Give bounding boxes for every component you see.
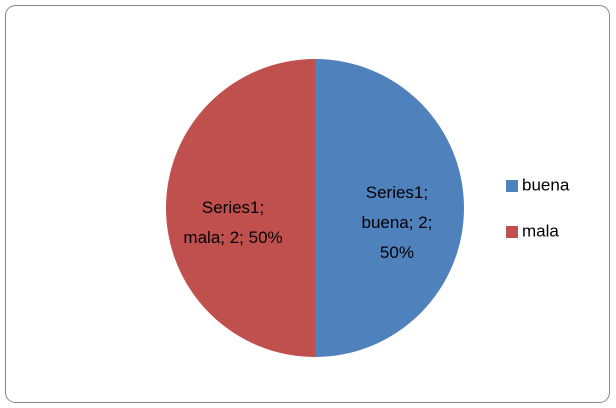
data-label: Series1; mala; 2; 50% xyxy=(183,197,283,247)
legend-swatch xyxy=(506,226,518,238)
data-label: Series1; buena; 2; 50% xyxy=(361,182,433,262)
pie-slice xyxy=(166,59,315,357)
legend-label: buena xyxy=(522,175,570,194)
pie-slice xyxy=(315,59,464,357)
legend-swatch xyxy=(506,180,518,192)
legend-label: mala xyxy=(522,221,559,240)
